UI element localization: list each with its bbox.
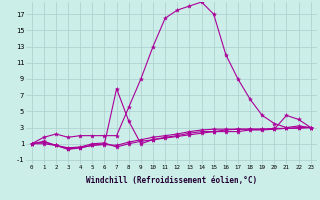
X-axis label: Windchill (Refroidissement éolien,°C): Windchill (Refroidissement éolien,°C) <box>86 176 257 185</box>
